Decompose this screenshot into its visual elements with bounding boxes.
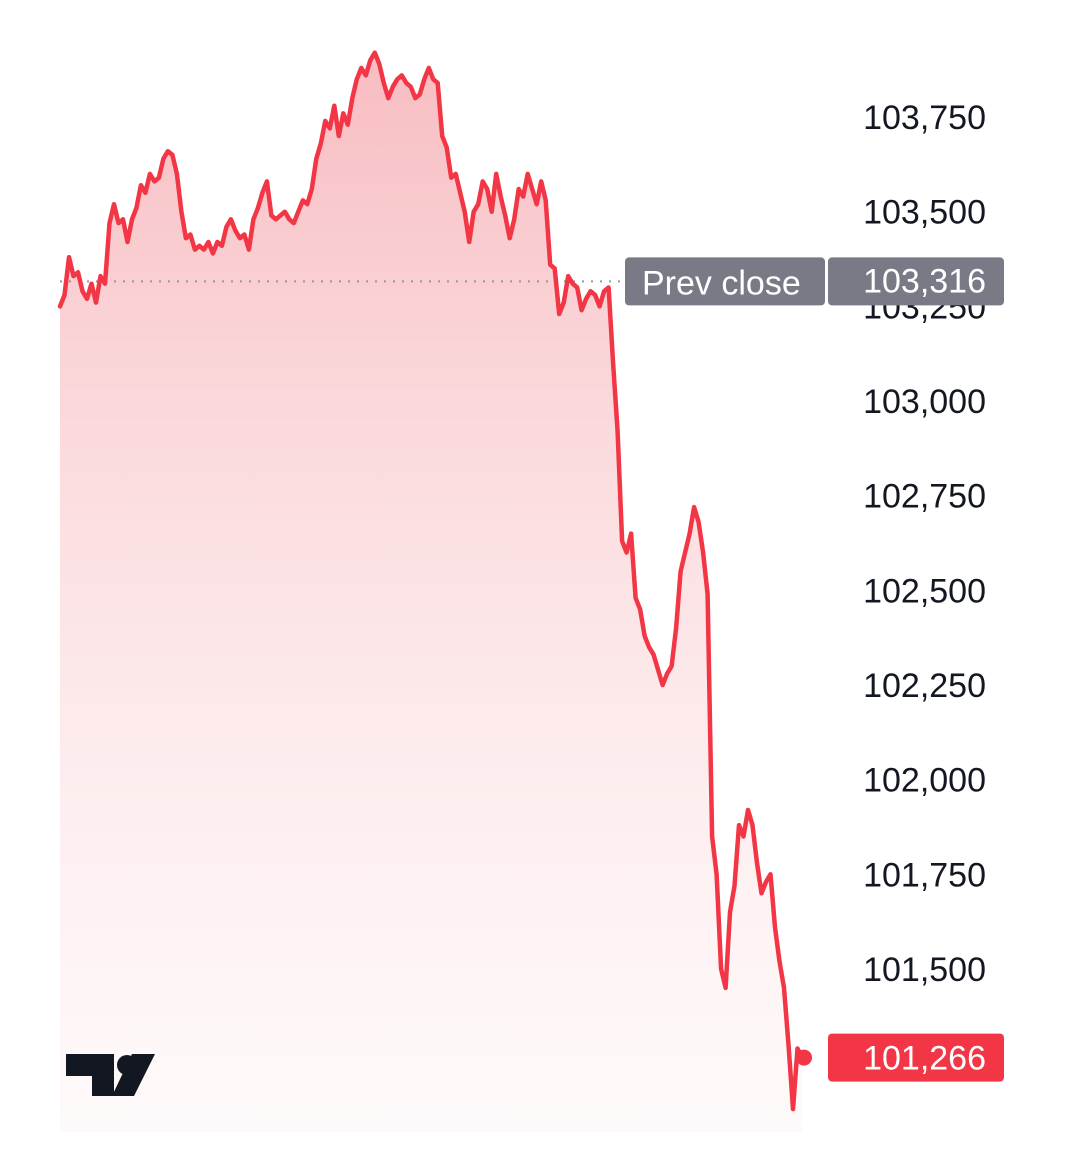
last-price-value-bg — [828, 1033, 1004, 1082]
price-area-fill — [60, 52, 802, 1133]
prev-close-label: Prev close — [642, 264, 801, 302]
y-tick-label: 102,750 — [863, 478, 986, 516]
y-tick-label: 103,000 — [863, 383, 986, 421]
y-tick-label: 102,500 — [863, 572, 986, 610]
y-tick-label: 101,500 — [863, 951, 986, 989]
logo-t-shape — [66, 1054, 114, 1096]
tradingview-logo — [66, 1054, 155, 1096]
logo-slash — [112, 1054, 155, 1096]
y-tick-label: 103,500 — [863, 194, 986, 232]
prev-close-badge: Prev close 103,316 — [625, 257, 1004, 306]
y-tick-label: 102,000 — [863, 762, 986, 800]
y-tick-label: 103,750 — [863, 99, 986, 137]
price-line — [57, 50, 805, 1112]
y-tick-label: 102,250 — [863, 667, 986, 705]
last-price-badge: 101,266 — [828, 1033, 1004, 1082]
y-tick-label: 101,750 — [863, 856, 986, 894]
last-price-value: 101,266 — [863, 1040, 986, 1078]
y-axis: 103,750103,500103,250103,000102,750102,5… — [863, 99, 986, 989]
prev-close-label-bg — [625, 257, 825, 306]
prev-close-value: 103,316 — [863, 262, 986, 300]
prev-close-value-bg — [828, 257, 1004, 306]
last-price-dot — [796, 1049, 812, 1066]
